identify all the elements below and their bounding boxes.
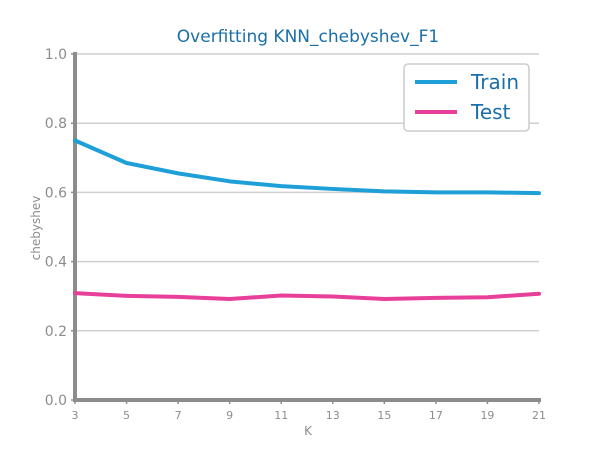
- x-tick-label: 7: [175, 409, 182, 422]
- x-tick-label: 3: [72, 409, 79, 422]
- chart-title: Overfitting KNN_chebyshev_F1: [177, 27, 439, 47]
- x-tick-label: 11: [274, 409, 288, 422]
- x-tick-label: 9: [226, 409, 233, 422]
- series-lines: [73, 138, 541, 301]
- y-axis-label: chebyshev: [29, 196, 43, 261]
- series-line-test: [73, 291, 541, 301]
- x-tick-labels: 3 5 7 9 11 13 15 17 19 21: [72, 400, 546, 422]
- x-tick-label: 5: [123, 409, 130, 422]
- legend: Train Test: [403, 63, 530, 132]
- y-tick-labels: 0.0 0.2 0.4 0.6 0.8 1.0: [45, 47, 75, 409]
- x-tick-label: 19: [480, 409, 494, 422]
- y-tick-label: 0.8: [45, 116, 67, 132]
- y-tick-label: 0.2: [45, 324, 67, 340]
- legend-label-train: Train: [470, 70, 519, 94]
- x-tick-label: 15: [377, 409, 391, 422]
- y-tick-label: 0.6: [45, 185, 67, 201]
- x-tick-label: 17: [429, 409, 443, 422]
- axes: [73, 52, 541, 402]
- series-line-train: [73, 138, 541, 196]
- y-tick-label: 0.0: [45, 393, 67, 409]
- x-axis-label: K: [304, 424, 313, 438]
- x-tick-label: 21: [532, 409, 546, 422]
- x-tick-label: 13: [326, 409, 340, 422]
- y-tick-label: 1.0: [45, 47, 67, 63]
- legend-label-test: Test: [470, 100, 511, 124]
- y-tick-label: 0.4: [45, 255, 67, 271]
